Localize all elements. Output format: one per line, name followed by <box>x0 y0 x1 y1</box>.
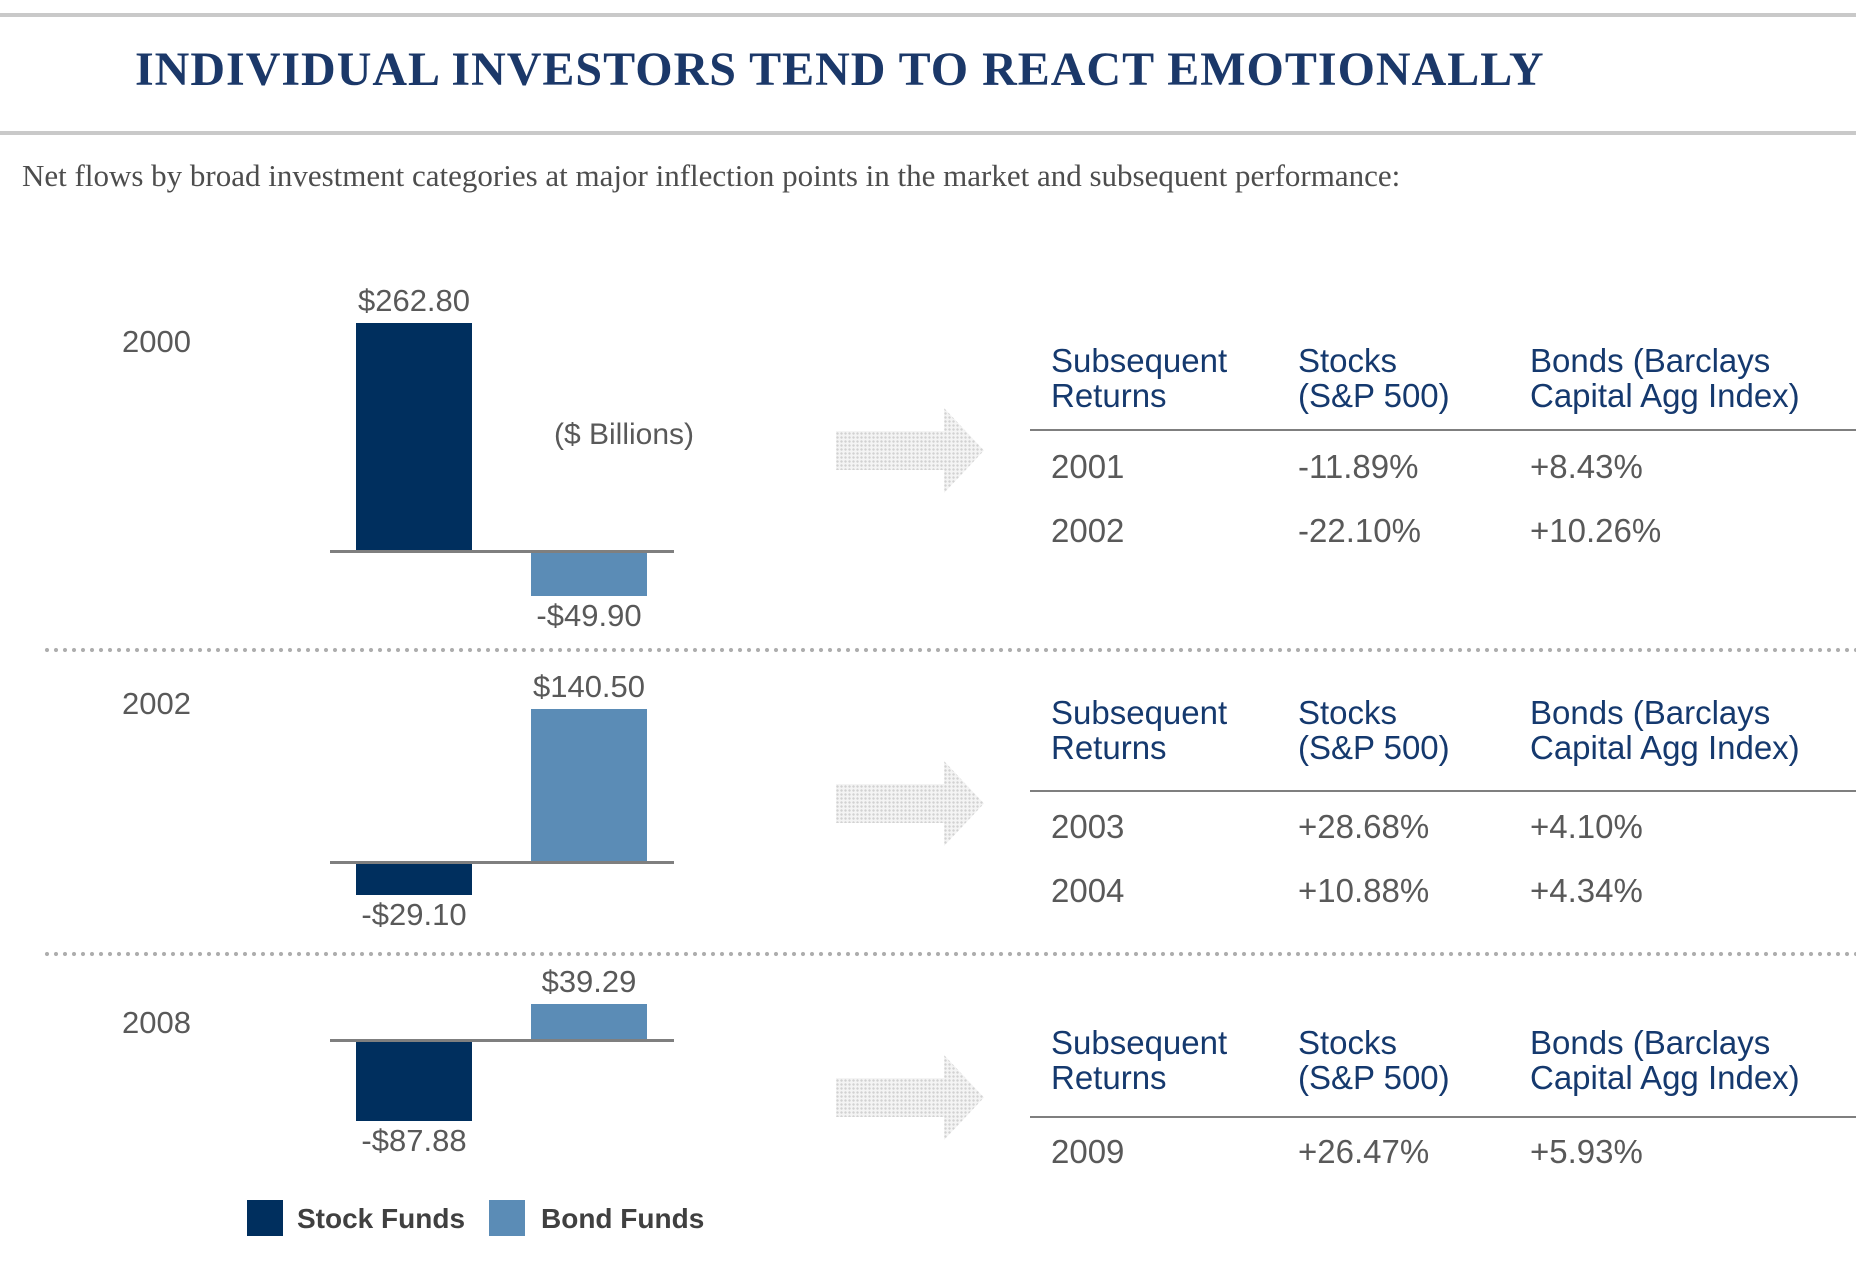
bond-funds-bar <box>531 553 647 596</box>
axis-line <box>330 1039 674 1042</box>
stock-funds-bar <box>356 323 472 550</box>
units-note: ($ Billions) <box>553 418 695 451</box>
returns-table-2008: Subsequent Returns Stocks (S&P 500) Bond… <box>1030 956 1856 1264</box>
section-2008: 2008 -$87.88 $39.29 Subsequent Returns S… <box>0 956 1856 1264</box>
stock-value-label: $262.80 <box>357 283 471 318</box>
bond-value-label: -$49.90 <box>536 598 642 633</box>
chart-year-label: 2002 <box>122 686 191 721</box>
chart-year-label: 2008 <box>122 1005 191 1040</box>
table-header-stocks: Stocks (S&P 500) <box>1298 694 1450 766</box>
stocks-return-cell: -22.10% <box>1298 512 1421 549</box>
axis-line <box>330 550 674 553</box>
top-divider-line <box>0 13 1856 17</box>
bond-funds-swatch <box>489 1200 525 1236</box>
subtitle: Net flows by broad investment categories… <box>22 158 1401 193</box>
chart-year-label: 2000 <box>122 324 191 359</box>
bonds-return-cell: +4.34% <box>1530 872 1643 909</box>
stock-value-label: -$87.88 <box>361 1123 467 1158</box>
axis-line <box>330 861 674 864</box>
bond-value-label: $39.29 <box>541 964 637 999</box>
table-header-subsequent-returns: Subsequent Returns <box>1051 694 1228 766</box>
year-cell: 2004 <box>1051 872 1125 909</box>
year-cell: 2003 <box>1051 808 1125 845</box>
stock-funds-swatch <box>247 1200 283 1236</box>
stocks-return-cell: +26.47% <box>1298 1133 1430 1170</box>
stock-funds-legend-label: Stock Funds <box>297 1203 466 1234</box>
stock-funds-bar <box>356 1042 472 1121</box>
stock-value-label: -$29.10 <box>361 897 467 932</box>
table-header-rule <box>1030 790 1856 792</box>
table-header-rule <box>1030 1116 1856 1118</box>
stocks-return-cell: +28.68% <box>1298 808 1430 845</box>
section-2000: 2000 $262.80 -$49.90 ($ Billions) Subseq… <box>0 250 1856 650</box>
year-cell: 2009 <box>1051 1133 1125 1170</box>
bonds-return-cell: +5.93% <box>1530 1133 1643 1170</box>
year-cell: 2002 <box>1051 512 1125 549</box>
returns-table-2002: Subsequent Returns Stocks (S&P 500) Bond… <box>1030 650 1856 956</box>
title-divider-line <box>0 131 1856 135</box>
bond-funds-bar <box>531 709 647 861</box>
table-header-stocks: Stocks (S&P 500) <box>1298 1024 1450 1096</box>
table-header-rule <box>1030 429 1856 431</box>
flow-arrow-icon <box>836 1055 984 1140</box>
table-header-stocks: Stocks (S&P 500) <box>1298 342 1450 414</box>
flow-arrow-icon <box>836 761 984 846</box>
table-header-bonds: Bonds (Barclays Capital Agg Index) <box>1530 694 1800 766</box>
bond-funds-legend-label: Bond Funds <box>541 1203 705 1234</box>
bonds-return-cell: +4.10% <box>1530 808 1643 845</box>
bonds-return-cell: +10.26% <box>1530 512 1662 549</box>
table-header-bonds: Bonds (Barclays Capital Agg Index) <box>1530 342 1800 414</box>
flow-arrow-icon <box>836 408 984 493</box>
dotted-separator <box>44 951 1856 957</box>
stocks-return-cell: +10.88% <box>1298 872 1430 909</box>
table-header-subsequent-returns: Subsequent Returns <box>1051 342 1228 414</box>
bond-funds-bar <box>531 1004 647 1039</box>
dotted-separator <box>44 647 1856 653</box>
returns-table-2000: Subsequent Returns Stocks (S&P 500) Bond… <box>1030 250 1856 650</box>
year-cell: 2001 <box>1051 448 1125 485</box>
section-2002: 2002 -$29.10 $140.50 Subsequent Returns … <box>0 650 1856 956</box>
bond-value-label: $140.50 <box>532 669 646 704</box>
bonds-return-cell: +8.43% <box>1530 448 1643 485</box>
page-title: INDIVIDUAL INVESTORS TEND TO REACT EMOTI… <box>135 43 1545 96</box>
stock-funds-bar <box>356 864 472 895</box>
table-header-subsequent-returns: Subsequent Returns <box>1051 1024 1228 1096</box>
stocks-return-cell: -11.89% <box>1298 448 1419 485</box>
table-header-bonds: Bonds (Barclays Capital Agg Index) <box>1530 1024 1800 1096</box>
